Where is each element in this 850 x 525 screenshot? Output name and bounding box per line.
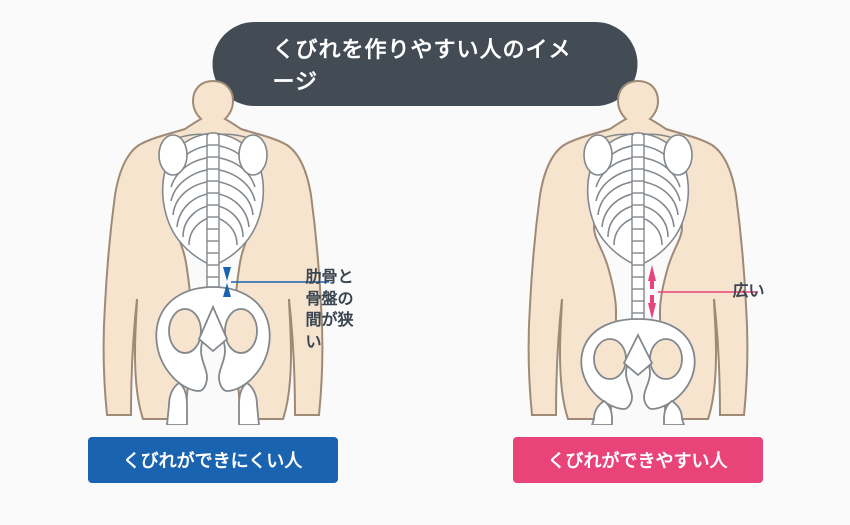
spine — [207, 133, 219, 309]
figure-right — [518, 75, 758, 425]
gap-arrows-wide — [648, 265, 656, 319]
figure-left — [93, 75, 333, 425]
panel-right: 広い くびれができやすい人 — [483, 75, 793, 505]
caption-left: くびれができにくい人 — [88, 437, 338, 483]
panels-row: 肋骨と 骨盤の 間が狭い くびれができにくい人 — [0, 75, 850, 505]
femurs — [592, 401, 684, 425]
annotation-right: 広い — [733, 281, 765, 303]
spine — [632, 133, 644, 339]
panel-left: 肋骨と 骨盤の 間が狭い くびれができにくい人 — [58, 75, 368, 505]
pelvis — [156, 287, 269, 391]
caption-right: くびれができやすい人 — [513, 437, 763, 483]
annotation-left: 肋骨と 骨盤の 間が狭い — [306, 267, 368, 353]
pelvis — [581, 319, 694, 409]
femurs — [167, 383, 259, 425]
